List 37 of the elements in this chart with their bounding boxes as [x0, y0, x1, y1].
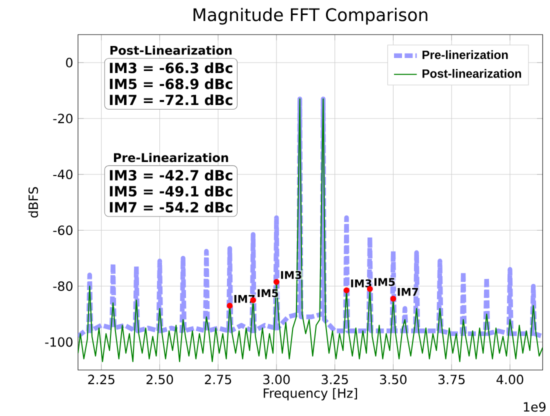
y-tick-label: -20	[53, 114, 72, 124]
annotation: Pre-Linearization	[114, 152, 228, 162]
point	[274, 279, 280, 285]
chart-title: Magnitude FFT Comparison	[194, 8, 428, 25]
x-tick-label: 2.25	[88, 374, 114, 384]
annotation: IM5	[374, 278, 395, 286]
annotation: IM5	[258, 289, 278, 298]
x-tick-label: 4.00	[496, 374, 524, 384]
x-tick-label: 3.50	[380, 374, 406, 384]
text: 1e9	[524, 402, 546, 412]
legend-label: Post-linearization	[422, 69, 522, 78]
annotation: IM7 = -54.2 dBc	[110, 202, 232, 213]
annotation: IM3	[281, 270, 302, 280]
point	[344, 287, 350, 294]
annotation: IM3 = -42.7 dBc	[110, 170, 232, 181]
x-tick-label: 3.75	[438, 374, 465, 384]
annotation: IM7	[398, 288, 418, 296]
y-axis-title: dBFS	[28, 187, 38, 218]
y-tick-label: 0	[66, 58, 72, 68]
legend-label: Pre-linerization	[422, 50, 508, 60]
annotation: IM3 = -66.3 dBc	[110, 62, 232, 74]
annotation: IM5 = -49.1 dBc	[110, 186, 232, 197]
point	[390, 296, 396, 302]
x-tick-label: 2.50	[146, 374, 173, 384]
x-tick-label: 3.25	[322, 374, 348, 384]
annotation: Post-Linearization	[110, 46, 232, 55]
y-tick-label: -100	[45, 337, 72, 347]
point	[226, 302, 233, 309]
x-tick-label: 2.75	[204, 374, 232, 384]
annotation: IM3	[351, 279, 372, 288]
y-tick-label: -40	[53, 170, 72, 180]
y-tick-label: -80	[53, 281, 72, 291]
annotation: IM7 = -72.1 dBc	[110, 94, 232, 106]
y-tick-label: -60	[53, 225, 72, 236]
annotation: IM5 = -68.9 dBc	[110, 78, 232, 90]
x-tick-label: 3.00	[263, 374, 290, 384]
x-axis-title: Frequency [Hz]	[264, 388, 357, 400]
